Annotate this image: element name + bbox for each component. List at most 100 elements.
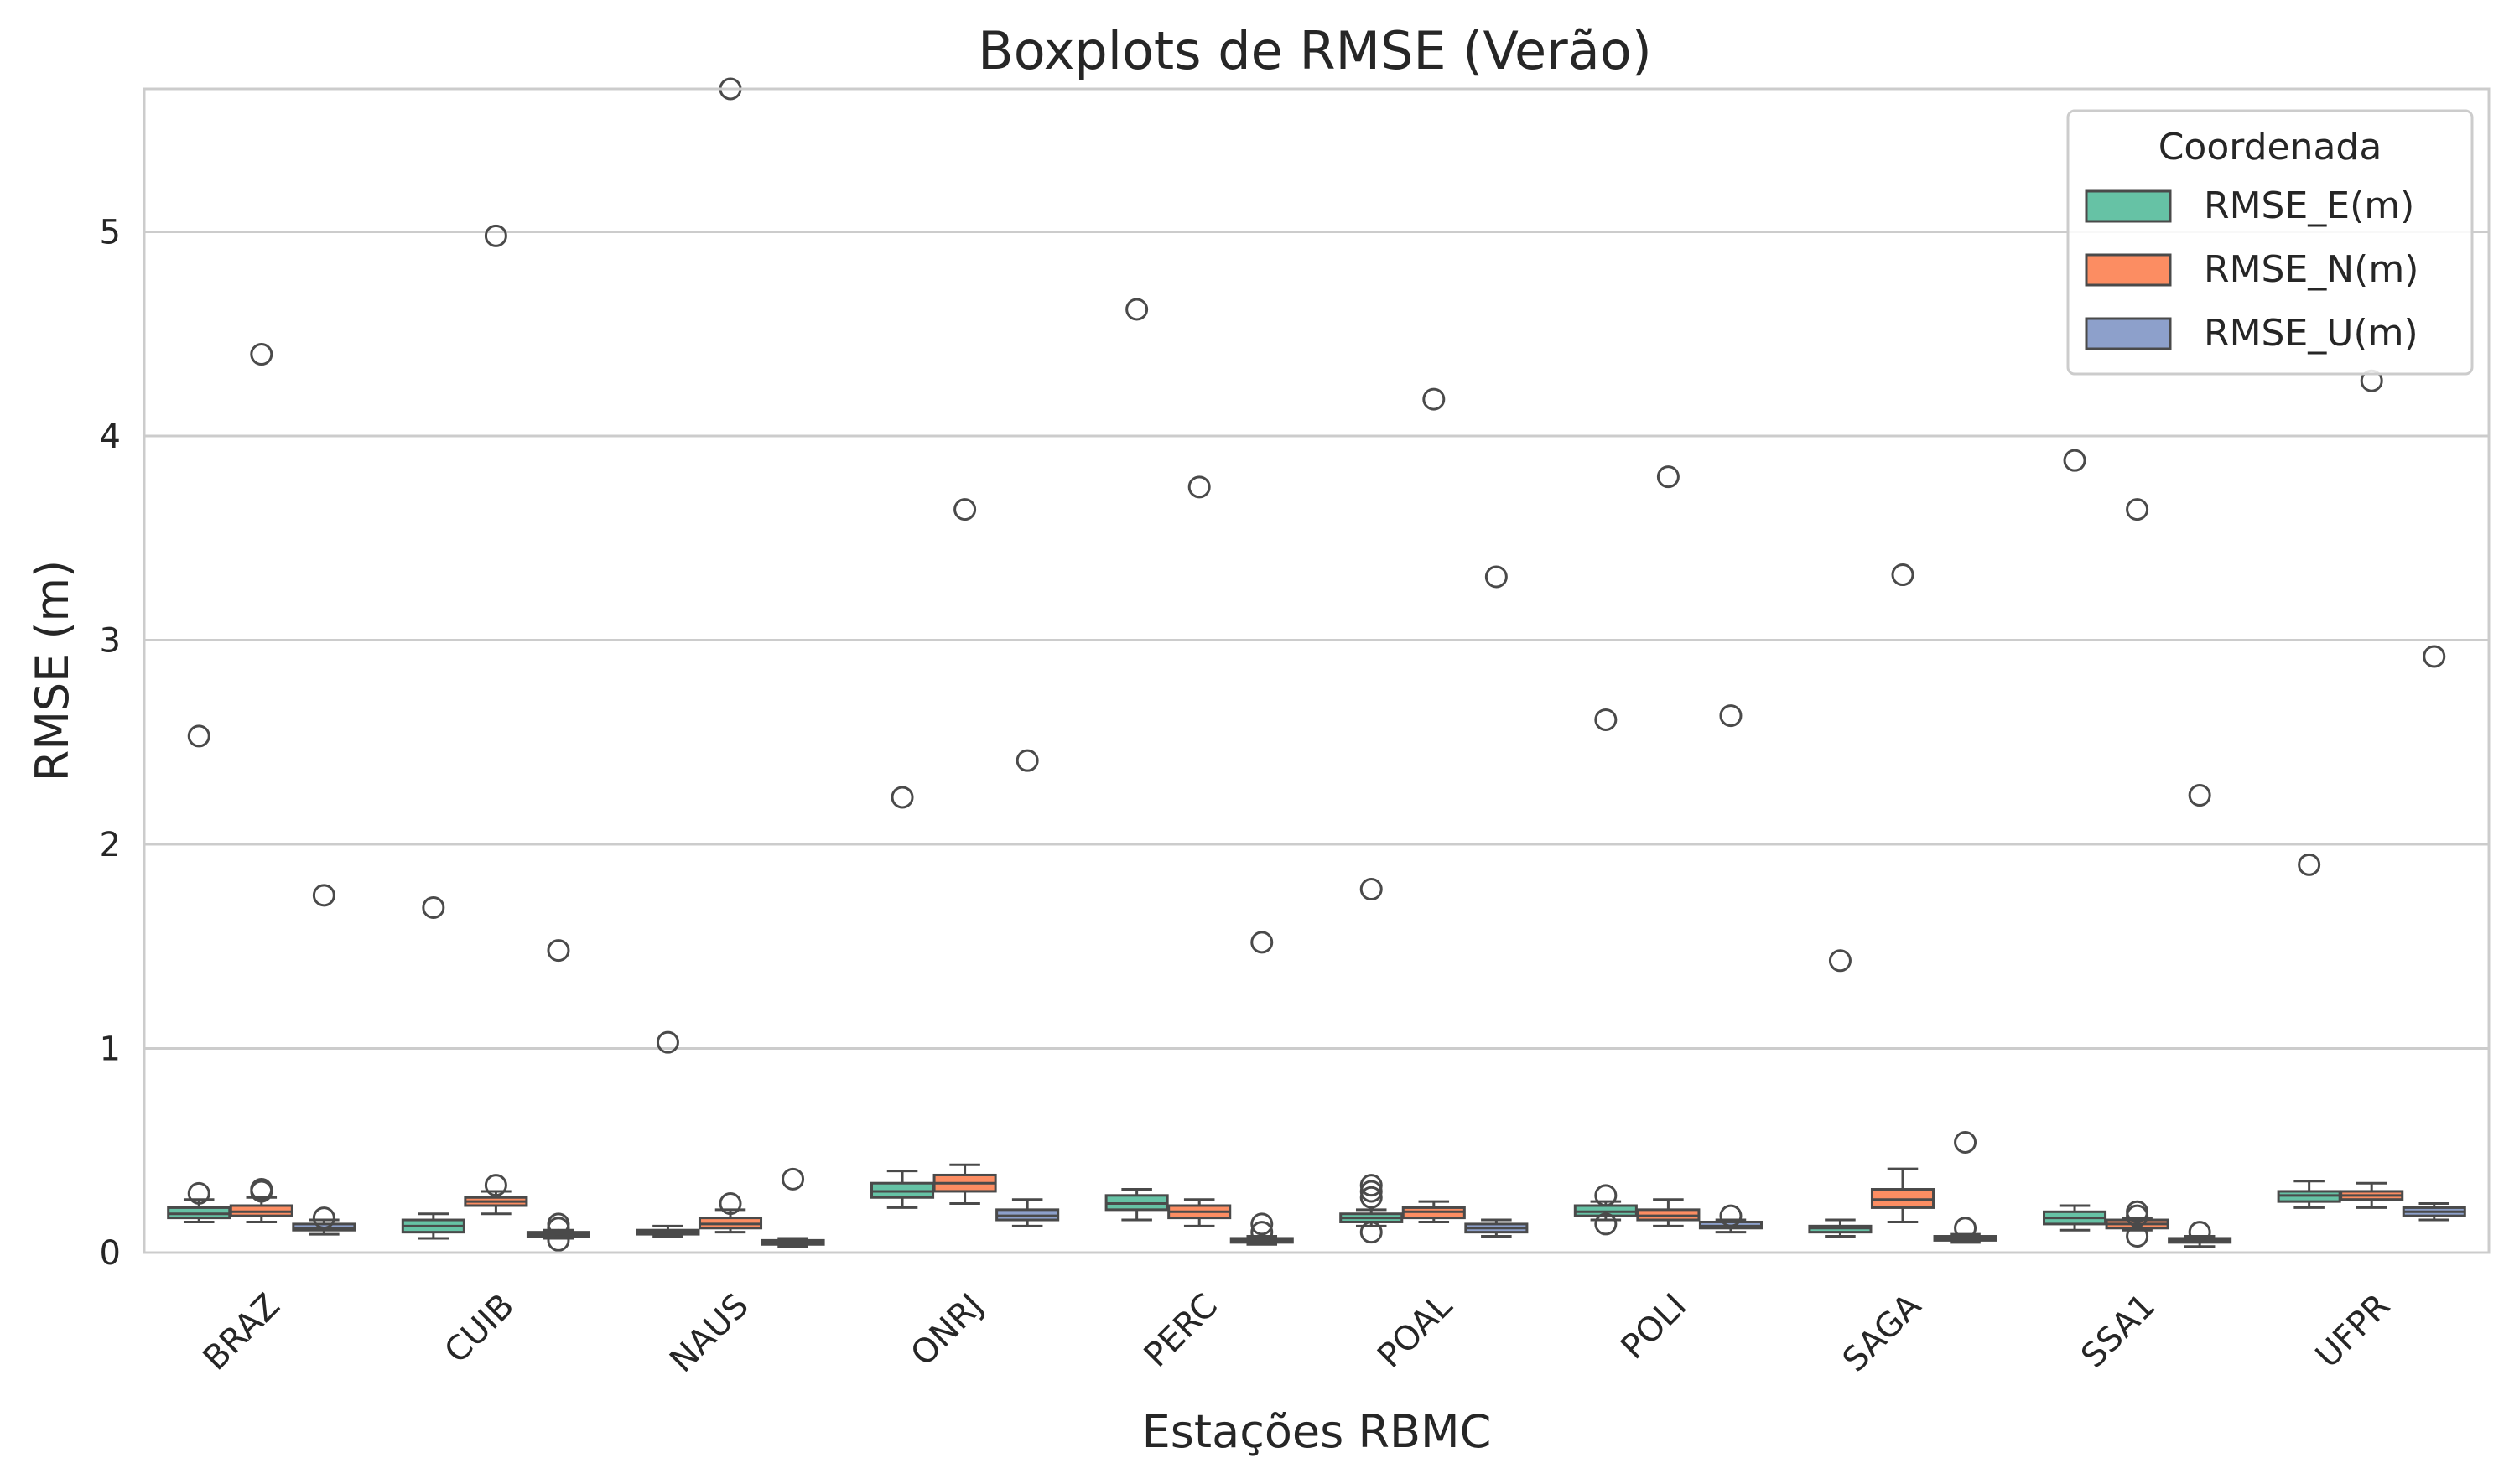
x-tick-label: SAGA: [1836, 1286, 1930, 1380]
legend-item: RMSE_E(m): [2085, 184, 2414, 227]
y-tick-labels: 0 1 2 3 4 5: [100, 213, 121, 1273]
outlier-point: [2063, 449, 2086, 472]
outlier-point: [1719, 1204, 1743, 1227]
box-SAGA-RMSE_N(m): [1870, 563, 1935, 1223]
box-PERC-RMSE_N(m): [1167, 475, 1232, 1227]
outlier-point: [484, 1174, 507, 1197]
outlier-point: [656, 1030, 679, 1054]
outlier-point: [1359, 1180, 1383, 1203]
box-ONRJ-RMSE_E(m): [870, 786, 935, 1209]
legend-frame: [2066, 109, 2474, 376]
outlier-point: [1250, 1221, 1274, 1244]
outlier-point: [422, 895, 445, 919]
outlier-point: [1359, 1174, 1383, 1197]
y-axis-label: RMSE (m): [26, 560, 79, 781]
box-PERC-RMSE_U(m): [1229, 931, 1294, 1246]
outlier-point: [1954, 1131, 1977, 1155]
outlier-point: [547, 1217, 570, 1240]
outlier-point: [2188, 784, 2211, 807]
box-SSA1-RMSE_E(m): [2043, 449, 2107, 1232]
outlier-point: [187, 724, 210, 748]
y-tick-label: 3: [100, 621, 121, 660]
outlier-point: [1954, 1217, 1977, 1240]
box-BRAZ-RMSE_N(m): [229, 343, 293, 1223]
box-ONRJ-RMSE_N(m): [932, 498, 997, 1206]
outlier-point: [1594, 708, 1618, 731]
outlier-point: [2126, 498, 2149, 521]
box-BRAZ-RMSE_U(m): [292, 884, 356, 1236]
outlier-point: [1187, 475, 1211, 499]
outlier-point: [1250, 1212, 1274, 1236]
y-tick-label: 5: [100, 213, 121, 252]
outlier-point: [1594, 1212, 1618, 1236]
legend-swatch: [2085, 317, 2172, 350]
outlier-point: [1359, 1186, 1383, 1209]
outlier-point: [953, 498, 977, 521]
x-axis-label: Estações RBMC: [1142, 1405, 1492, 1458]
legend-label: RMSE_E(m): [2204, 184, 2414, 227]
box-UFPR-RMSE_N(m): [2340, 369, 2404, 1209]
box-POAL-RMSE_N(m): [1401, 387, 1466, 1223]
outlier-point: [891, 786, 914, 809]
x-tick-label: BRAZ: [195, 1286, 287, 1378]
box-POAL-RMSE_E(m): [1339, 878, 1404, 1244]
outlier-point: [1422, 387, 1446, 411]
outlier-point: [312, 1206, 335, 1230]
box-BRAZ-RMSE_E(m): [167, 724, 231, 1223]
plot-frame: [143, 87, 2491, 1254]
box-SSA1-RMSE_U(m): [2168, 784, 2232, 1248]
box-SSA1-RMSE_N(m): [2105, 498, 2169, 1248]
outlier-point: [2423, 645, 2446, 668]
outlier-point: [1656, 465, 1680, 489]
outlier-point: [484, 224, 507, 247]
outlier-point: [1359, 1221, 1383, 1244]
outlier-point: [1016, 749, 1039, 772]
box-SAGA-RMSE_E(m): [1808, 949, 1873, 1238]
box-POLI-RMSE_E(m): [1573, 708, 1638, 1236]
y-tick-label: 4: [100, 418, 121, 456]
x-tick-label: PERC: [1137, 1286, 1225, 1374]
outlier-point: [2298, 853, 2321, 876]
outlier-point: [1250, 931, 1274, 954]
box-SAGA-RMSE_U(m): [1933, 1131, 1997, 1244]
boxes: [167, 77, 2466, 1252]
legend-swatch: [2085, 253, 2172, 287]
legend-items: RMSE_E(m) RMSE_N(m) RMSE_U(m): [2085, 184, 2418, 355]
box-POLI-RMSE_N(m): [1636, 465, 1701, 1227]
box-PERC-RMSE_E(m): [1104, 298, 1169, 1222]
outlier-point: [1484, 565, 1508, 589]
x-tick-label: CUIB: [438, 1286, 522, 1371]
outlier-point: [187, 1181, 210, 1205]
outlier-point: [782, 1167, 805, 1191]
box-NAUS-RMSE_N(m): [698, 77, 763, 1234]
outlier-point: [1719, 704, 1743, 728]
x-tick-label: POAL: [1370, 1286, 1460, 1376]
box-NAUS-RMSE_U(m): [761, 1167, 825, 1248]
y-tick-label: 2: [100, 826, 121, 864]
x-tick-label: ONRJ: [904, 1286, 991, 1373]
legend-swatch: [2085, 189, 2172, 223]
x-tick-label: UFPR: [2309, 1286, 2397, 1375]
box-NAUS-RMSE_E(m): [636, 1030, 700, 1238]
outlier-point: [1359, 878, 1383, 901]
box-POLI-RMSE_U(m): [1698, 704, 1763, 1234]
outlier-point: [2126, 1225, 2149, 1248]
legend-label: RMSE_N(m): [2204, 248, 2418, 291]
x-tick-label: SSA1: [2074, 1286, 2163, 1375]
outlier-point: [547, 1228, 570, 1252]
y-tick-label: 0: [100, 1234, 121, 1273]
chart-title: Boxplots de RMSE (Verão): [978, 20, 1652, 81]
legend-title: Coordenada: [2158, 126, 2382, 169]
box-UFPR-RMSE_E(m): [2277, 853, 2341, 1209]
outlier-point: [1594, 1184, 1618, 1207]
legend-item: RMSE_N(m): [2085, 248, 2418, 291]
y-tick-label: 1: [100, 1030, 121, 1068]
outlier-point: [1125, 298, 1149, 321]
box-CUIB-RMSE_N(m): [464, 224, 528, 1216]
x-tick-labels: BRAZ CUIB NAUS ONRJ PERC POAL POLI SAGA SSA1 UFPR: [195, 1286, 2397, 1380]
legend-label: RMSE_U(m): [2204, 312, 2418, 355]
box-CUIB-RMSE_U(m): [526, 939, 590, 1252]
outlier-point: [1891, 563, 1914, 587]
box-CUIB-RMSE_E(m): [401, 895, 465, 1240]
